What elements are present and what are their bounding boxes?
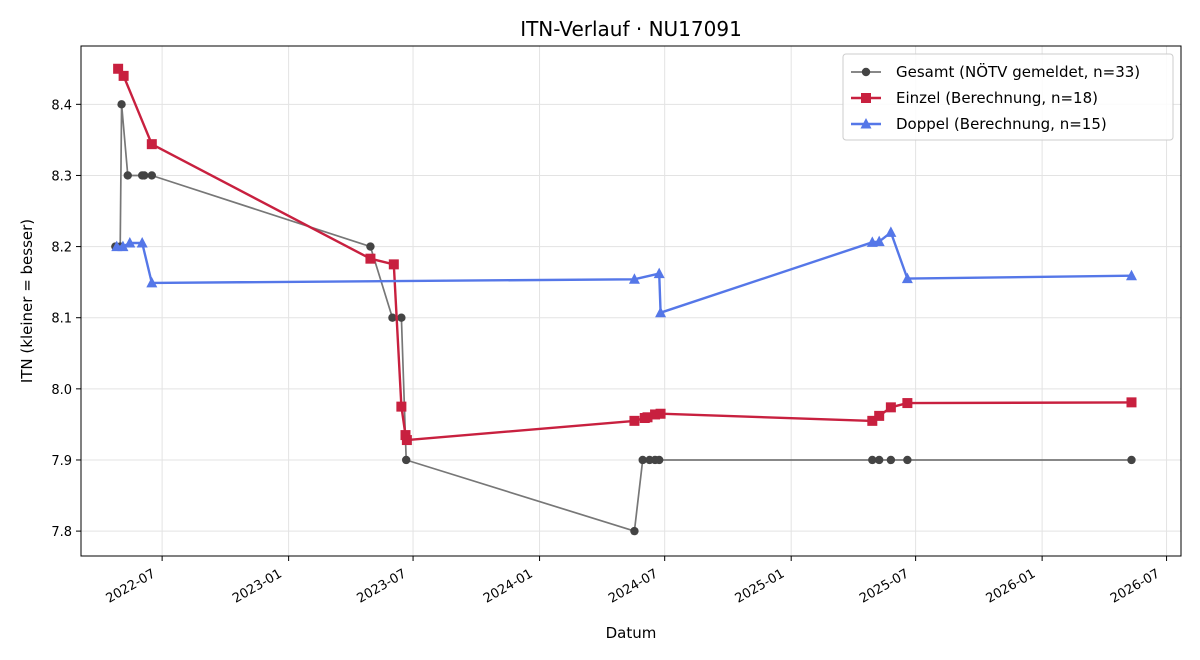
data-point bbox=[113, 63, 124, 74]
data-point bbox=[885, 226, 897, 237]
data-point bbox=[628, 273, 640, 284]
data-point bbox=[401, 435, 412, 446]
data-point bbox=[366, 242, 375, 251]
data-point bbox=[365, 253, 376, 264]
legend-swatch-marker bbox=[861, 67, 871, 77]
data-point bbox=[1126, 269, 1137, 281]
data-point bbox=[874, 410, 885, 421]
data-point bbox=[903, 455, 912, 465]
data-point bbox=[655, 408, 666, 419]
data-point bbox=[136, 237, 148, 248]
data-point bbox=[146, 139, 157, 150]
data-point bbox=[873, 235, 885, 247]
data-point bbox=[629, 415, 640, 426]
data-point bbox=[886, 455, 896, 465]
data-point bbox=[1127, 455, 1136, 465]
data-point bbox=[388, 259, 399, 270]
data-point bbox=[638, 455, 647, 465]
data-point bbox=[146, 276, 158, 288]
data-point bbox=[388, 313, 397, 322]
y-tick-label: 8.4 bbox=[51, 98, 72, 113]
y-axis: 7.8 7.9 8.0 8.1 8.2 8.3 8.4 bbox=[51, 98, 81, 540]
y-tick-label: 8.3 bbox=[51, 169, 72, 184]
legend: Gesamt (NÖTV gemeldet, n=33) Einzel (Bere… bbox=[842, 53, 1174, 141]
y-tick-label: 7.8 bbox=[51, 525, 72, 540]
chart-title: ITN-Verlauf · NU17091 bbox=[520, 17, 742, 41]
series-layer bbox=[111, 63, 1137, 536]
data-point bbox=[117, 100, 126, 109]
y-tick-label: 8.2 bbox=[51, 241, 72, 256]
data-point bbox=[867, 415, 878, 426]
data-point bbox=[650, 409, 661, 420]
data-point bbox=[655, 306, 667, 318]
data-point bbox=[397, 313, 406, 322]
legend-swatch-marker bbox=[861, 93, 871, 103]
legend-box bbox=[842, 53, 1174, 141]
data-point bbox=[117, 240, 129, 252]
data-point bbox=[118, 70, 129, 81]
y-tick-label: 8.0 bbox=[51, 383, 72, 398]
data-point bbox=[147, 171, 157, 180]
x-axis-label: Datum bbox=[606, 624, 657, 642]
data-point bbox=[902, 398, 913, 409]
y-tick-label: 8.1 bbox=[51, 312, 72, 327]
legend-label: Einzel (Berechnung, n=18) bbox=[896, 89, 1098, 107]
data-point bbox=[868, 455, 877, 465]
data-point bbox=[885, 402, 896, 413]
series-square bbox=[113, 63, 1137, 446]
legend-swatch-marker bbox=[860, 118, 872, 129]
data-point bbox=[1126, 397, 1137, 408]
legend-label: Doppel (Berechnung, n=15) bbox=[896, 115, 1107, 133]
data-point bbox=[642, 412, 653, 423]
y-tick-label: 7.9 bbox=[51, 454, 72, 469]
data-point bbox=[874, 455, 884, 465]
data-point bbox=[124, 237, 136, 248]
y-axis-label: ITN (kleiner = besser) bbox=[18, 219, 36, 383]
data-point bbox=[401, 455, 411, 465]
data-point bbox=[630, 526, 639, 536]
plot-frame bbox=[80, 45, 1182, 557]
series-triangle bbox=[111, 226, 1137, 318]
data-point bbox=[123, 171, 132, 180]
data-point bbox=[653, 267, 665, 279]
legend-label: Gesamt (NÖTV gemeldet, n=33) bbox=[896, 62, 1140, 81]
data-point bbox=[901, 272, 913, 284]
data-point bbox=[654, 455, 664, 465]
data-point bbox=[396, 401, 407, 412]
data-point bbox=[140, 171, 149, 180]
